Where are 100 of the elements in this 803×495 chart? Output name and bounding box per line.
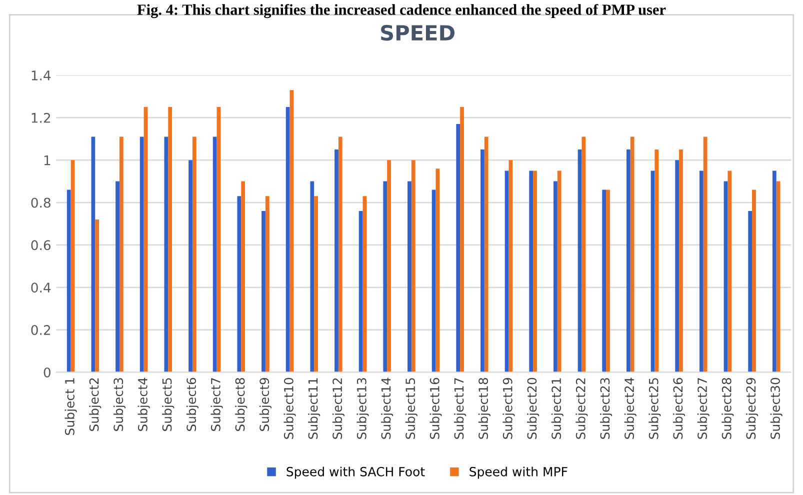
y-tick-label: 1.2 bbox=[32, 112, 50, 123]
x-tick-label: Subject3 bbox=[113, 378, 126, 431]
bar bbox=[290, 90, 294, 372]
x-tick-label: Subject23 bbox=[600, 378, 612, 439]
bar bbox=[237, 196, 242, 372]
x-tick-label: Subject10 bbox=[284, 378, 296, 439]
bar bbox=[508, 160, 513, 372]
bar bbox=[699, 170, 704, 372]
bar bbox=[119, 136, 124, 372]
x-tick-label: Subject11 bbox=[308, 378, 320, 439]
bar bbox=[460, 107, 464, 372]
y-tick-label: 1 bbox=[44, 155, 50, 166]
bar bbox=[626, 149, 630, 372]
y-tick-label: 1.4 bbox=[32, 70, 51, 80]
bar bbox=[387, 160, 391, 372]
bar bbox=[216, 107, 221, 372]
y-tick-label: 0.8 bbox=[31, 198, 50, 208]
x-tick-label: Subject30 bbox=[770, 378, 782, 439]
x-tick-label: Subject19 bbox=[502, 378, 515, 439]
bar bbox=[334, 149, 338, 372]
x-tick-label: Subject15 bbox=[405, 378, 418, 439]
x-tick-label: Subject21 bbox=[551, 378, 564, 439]
bar bbox=[116, 181, 120, 372]
bar bbox=[484, 136, 488, 372]
bar bbox=[654, 149, 659, 372]
bar bbox=[91, 136, 96, 372]
x-tick-label: Subject8 bbox=[235, 378, 248, 431]
bar bbox=[140, 136, 144, 372]
bar bbox=[728, 170, 732, 372]
x-tick-label: Subject2 bbox=[89, 378, 102, 431]
bar bbox=[533, 170, 537, 372]
bar bbox=[411, 160, 416, 372]
caption: Fig. 4: This chart signifies the increased cadence enhanced the speed of PMP user bbox=[137, 4, 666, 18]
x-tick-label: Subject29 bbox=[746, 378, 758, 439]
chart-title: SPEED bbox=[381, 24, 454, 41]
bar bbox=[606, 190, 610, 372]
bar bbox=[70, 160, 75, 372]
bar bbox=[480, 149, 484, 372]
bar bbox=[164, 136, 168, 372]
bar bbox=[578, 149, 582, 372]
y-tick-label: 0.6 bbox=[31, 240, 51, 250]
bar bbox=[310, 181, 314, 372]
legend-label: Speed with SACH Foot bbox=[286, 466, 425, 479]
bar bbox=[188, 160, 192, 372]
x-tick-label: Subject17 bbox=[454, 378, 466, 439]
bar bbox=[554, 181, 558, 372]
bar bbox=[529, 170, 534, 372]
bar bbox=[752, 190, 756, 372]
bar bbox=[168, 107, 172, 372]
bar bbox=[286, 107, 290, 372]
bar bbox=[675, 160, 680, 372]
bar bbox=[772, 170, 776, 372]
x-tick-label: Subject25 bbox=[648, 378, 661, 439]
bar bbox=[703, 136, 708, 372]
legend-label: Speed with MPF bbox=[470, 466, 568, 479]
bar bbox=[338, 136, 342, 372]
x-tick-label: Subject9 bbox=[259, 378, 272, 431]
bar bbox=[241, 181, 246, 372]
bar bbox=[314, 196, 318, 372]
x-tick-label: Subject14 bbox=[381, 378, 394, 439]
x-tick-label: Subject18 bbox=[478, 378, 490, 439]
bar bbox=[383, 181, 388, 372]
bar bbox=[95, 219, 100, 372]
y-tick-label: 0.4 bbox=[31, 282, 51, 293]
x-tick-label: Subject12 bbox=[332, 378, 344, 439]
x-tick-label: Subject7 bbox=[210, 378, 223, 431]
x-tick-label: Subject4 bbox=[138, 378, 150, 431]
bar bbox=[630, 136, 634, 372]
bar bbox=[582, 136, 586, 372]
x-tick-label: Subject26 bbox=[672, 378, 686, 439]
bar bbox=[557, 170, 562, 372]
x-tick-label: Subject27 bbox=[697, 378, 710, 439]
x-tick-label: Subject28 bbox=[722, 378, 734, 439]
bar bbox=[650, 170, 655, 372]
bar bbox=[212, 136, 217, 372]
bar bbox=[776, 181, 780, 372]
x-tick-label: Subject22 bbox=[576, 378, 588, 439]
bar bbox=[408, 181, 412, 372]
bar bbox=[504, 170, 509, 372]
x-tick-label: Subject 1 bbox=[64, 378, 77, 435]
y-tick-label: 0.2 bbox=[31, 325, 50, 336]
x-tick-label: Subject6 bbox=[186, 378, 199, 431]
bar bbox=[265, 196, 270, 372]
x-tick-label: Subject13 bbox=[356, 378, 369, 439]
bar bbox=[436, 168, 440, 372]
bar bbox=[192, 136, 196, 372]
x-tick-label: Subject20 bbox=[527, 378, 540, 439]
x-tick-label: Subject24 bbox=[624, 378, 636, 439]
bar bbox=[748, 211, 752, 372]
bar bbox=[262, 211, 266, 372]
bar bbox=[358, 211, 363, 372]
bar bbox=[602, 190, 606, 372]
bar bbox=[66, 190, 71, 372]
y-tick-label: 0 bbox=[44, 367, 50, 378]
bar bbox=[362, 196, 367, 372]
x-tick-label: Subject5 bbox=[162, 378, 174, 431]
x-tick-label: Subject16 bbox=[430, 378, 442, 439]
bar bbox=[456, 124, 460, 372]
bar bbox=[144, 107, 148, 372]
bar bbox=[679, 149, 683, 372]
